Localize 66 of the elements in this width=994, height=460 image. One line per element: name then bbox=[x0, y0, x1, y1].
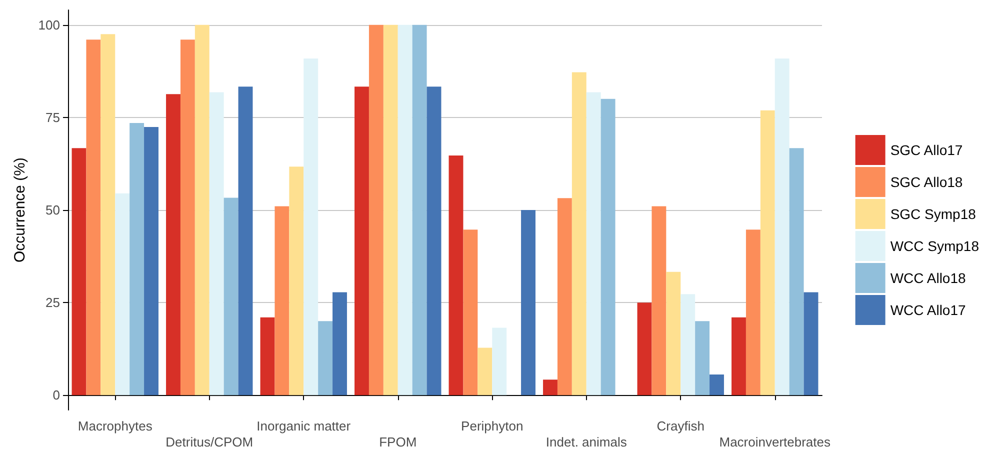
x-tick-label: Crayfish bbox=[656, 418, 704, 434]
bar bbox=[746, 230, 760, 396]
bar bbox=[144, 127, 158, 396]
bar bbox=[304, 58, 318, 396]
bar bbox=[695, 321, 710, 396]
bar bbox=[572, 72, 586, 396]
bar bbox=[760, 110, 775, 396]
bar bbox=[492, 328, 507, 396]
bar bbox=[166, 94, 180, 396]
y-tick-label: 75 bbox=[46, 110, 60, 125]
y-tick-label: 0 bbox=[52, 388, 60, 403]
bar bbox=[637, 302, 652, 396]
y-tick-label: 100 bbox=[38, 17, 60, 32]
y-tick-label: 25 bbox=[46, 295, 60, 310]
legend-label: WCC Symp18 bbox=[890, 238, 980, 254]
bar bbox=[412, 24, 427, 396]
bar bbox=[318, 321, 333, 396]
legend-label: SGC Symp18 bbox=[890, 206, 976, 222]
bar bbox=[521, 210, 536, 396]
y-tick-label: 50 bbox=[46, 202, 60, 218]
bar bbox=[732, 317, 746, 396]
bar bbox=[398, 24, 412, 396]
bar bbox=[383, 24, 398, 396]
bar bbox=[586, 92, 601, 396]
x-tick-label: Macroinvertebrates bbox=[719, 434, 831, 450]
bar bbox=[543, 380, 558, 396]
bar bbox=[238, 86, 253, 396]
bar bbox=[789, 148, 804, 396]
x-tick-label: Macrophytes bbox=[78, 418, 153, 434]
bar bbox=[666, 272, 681, 396]
bar bbox=[86, 40, 101, 396]
bar bbox=[557, 198, 572, 396]
bar bbox=[194, 24, 210, 396]
bar bbox=[209, 92, 224, 396]
legend-label: SGC Allo18 bbox=[890, 174, 963, 190]
bar bbox=[224, 198, 238, 396]
bar bbox=[130, 122, 144, 396]
bar bbox=[332, 292, 347, 396]
bar bbox=[600, 98, 616, 396]
bar bbox=[274, 206, 290, 396]
x-tick-label: Indet. animals bbox=[546, 434, 628, 450]
x-tick-label: Inorganic matter bbox=[256, 418, 352, 434]
bar bbox=[368, 24, 384, 396]
legend-label: SGC Allo17 bbox=[890, 142, 963, 158]
bar bbox=[289, 166, 304, 396]
x-tick-label: FPOM bbox=[379, 434, 417, 450]
legend-label: WCC Allo17 bbox=[890, 302, 966, 318]
bar bbox=[180, 40, 195, 396]
x-tick-label: Periphyton bbox=[461, 418, 524, 434]
bar bbox=[115, 193, 130, 396]
x-tick-label: Detritus/CPOM bbox=[166, 434, 254, 450]
bar bbox=[774, 58, 790, 396]
bar bbox=[680, 294, 696, 396]
bar bbox=[652, 206, 666, 396]
bar bbox=[260, 317, 275, 396]
bar bbox=[463, 230, 478, 396]
bar bbox=[804, 292, 818, 396]
y-axis-title: Occurrence (%) bbox=[11, 157, 28, 263]
legend-label: WCC Allo18 bbox=[890, 270, 966, 286]
bar bbox=[710, 374, 724, 396]
bar bbox=[448, 156, 464, 396]
bar bbox=[354, 86, 369, 396]
bar bbox=[72, 148, 86, 396]
bar bbox=[100, 34, 116, 396]
bar bbox=[478, 348, 492, 396]
bar bbox=[426, 86, 442, 396]
